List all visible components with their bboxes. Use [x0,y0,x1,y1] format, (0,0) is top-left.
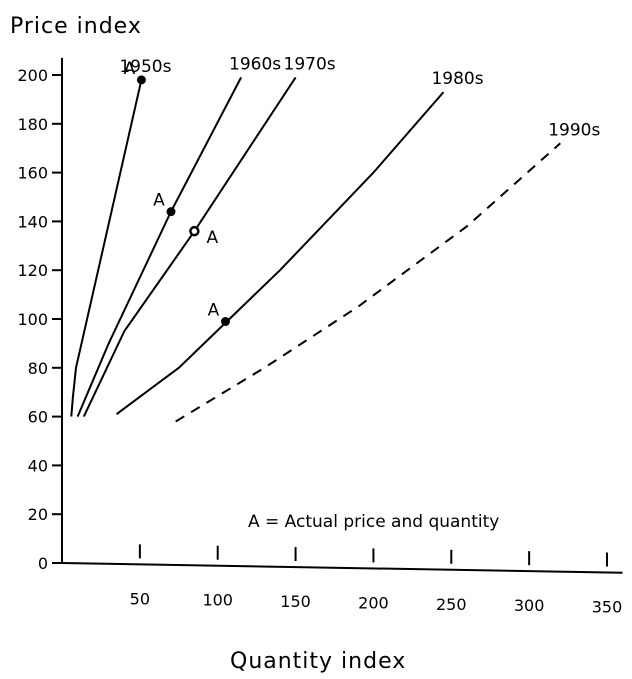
x-tick-label: 300 [514,596,545,615]
annotation-note: A = Actual price and quantity [248,512,499,532]
series-line-1950s [70,79,143,417]
axes [61,57,623,574]
actual-point-label: A [153,191,165,211]
series-line-1960s [76,76,242,417]
actual-point-marker [166,207,176,217]
series-label-1970s: 1970s [284,54,336,74]
y-axis-title: Price index [10,14,142,39]
y-tick-label: 20 [28,505,48,524]
x-tick-label: 350 [592,597,623,616]
series-label-1980s: 1980s [431,69,483,89]
y-tick-label: 160 [17,164,48,183]
series-lines [70,76,561,423]
y-tick-label: 60 [28,408,48,427]
series-labels: 1950s 1960s 1970s 1980s 1990s [119,54,600,140]
y-tick-label: 200 [17,66,48,85]
y-tick-label: 40 [28,456,48,475]
y-tick-label: 180 [17,115,48,134]
x-axis-line [61,562,623,574]
y-tick-label: 80 [28,359,48,378]
series-label-1990s: 1990s [548,120,600,140]
y-ticks: 0 20 40 60 80 100 120 140 160 180 200 [17,66,62,573]
actual-point-marker [136,75,146,85]
y-tick-label: 0 [38,554,48,573]
x-tick-label: 50 [130,589,150,608]
series-label-1950s: 1950s [119,57,171,77]
actual-points: A A A A [124,59,230,326]
series-label-1960s: 1960s [229,54,281,74]
x-tick-label: 100 [202,591,233,610]
y-tick-label: 120 [17,261,48,280]
x-tick-label: 150 [280,592,311,611]
actual-point-marker [221,316,230,326]
x-tick-label: 250 [436,595,467,614]
actual-point-label: A [207,228,219,248]
series-line-1970s [82,76,297,418]
series-line-1980s [115,91,445,416]
actual-point-marker [189,225,200,237]
x-ticks: 50 100 150 200 250 300 350 [130,544,623,616]
y-tick-label: 100 [17,310,48,329]
x-axis-title: Quantity index [230,649,406,674]
actual-point-label: A [208,300,220,320]
actual-point-label: A [124,59,136,79]
x-tick-label: 200 [358,593,389,612]
series-line-1990s [175,142,561,423]
y-tick-label: 140 [17,212,48,231]
